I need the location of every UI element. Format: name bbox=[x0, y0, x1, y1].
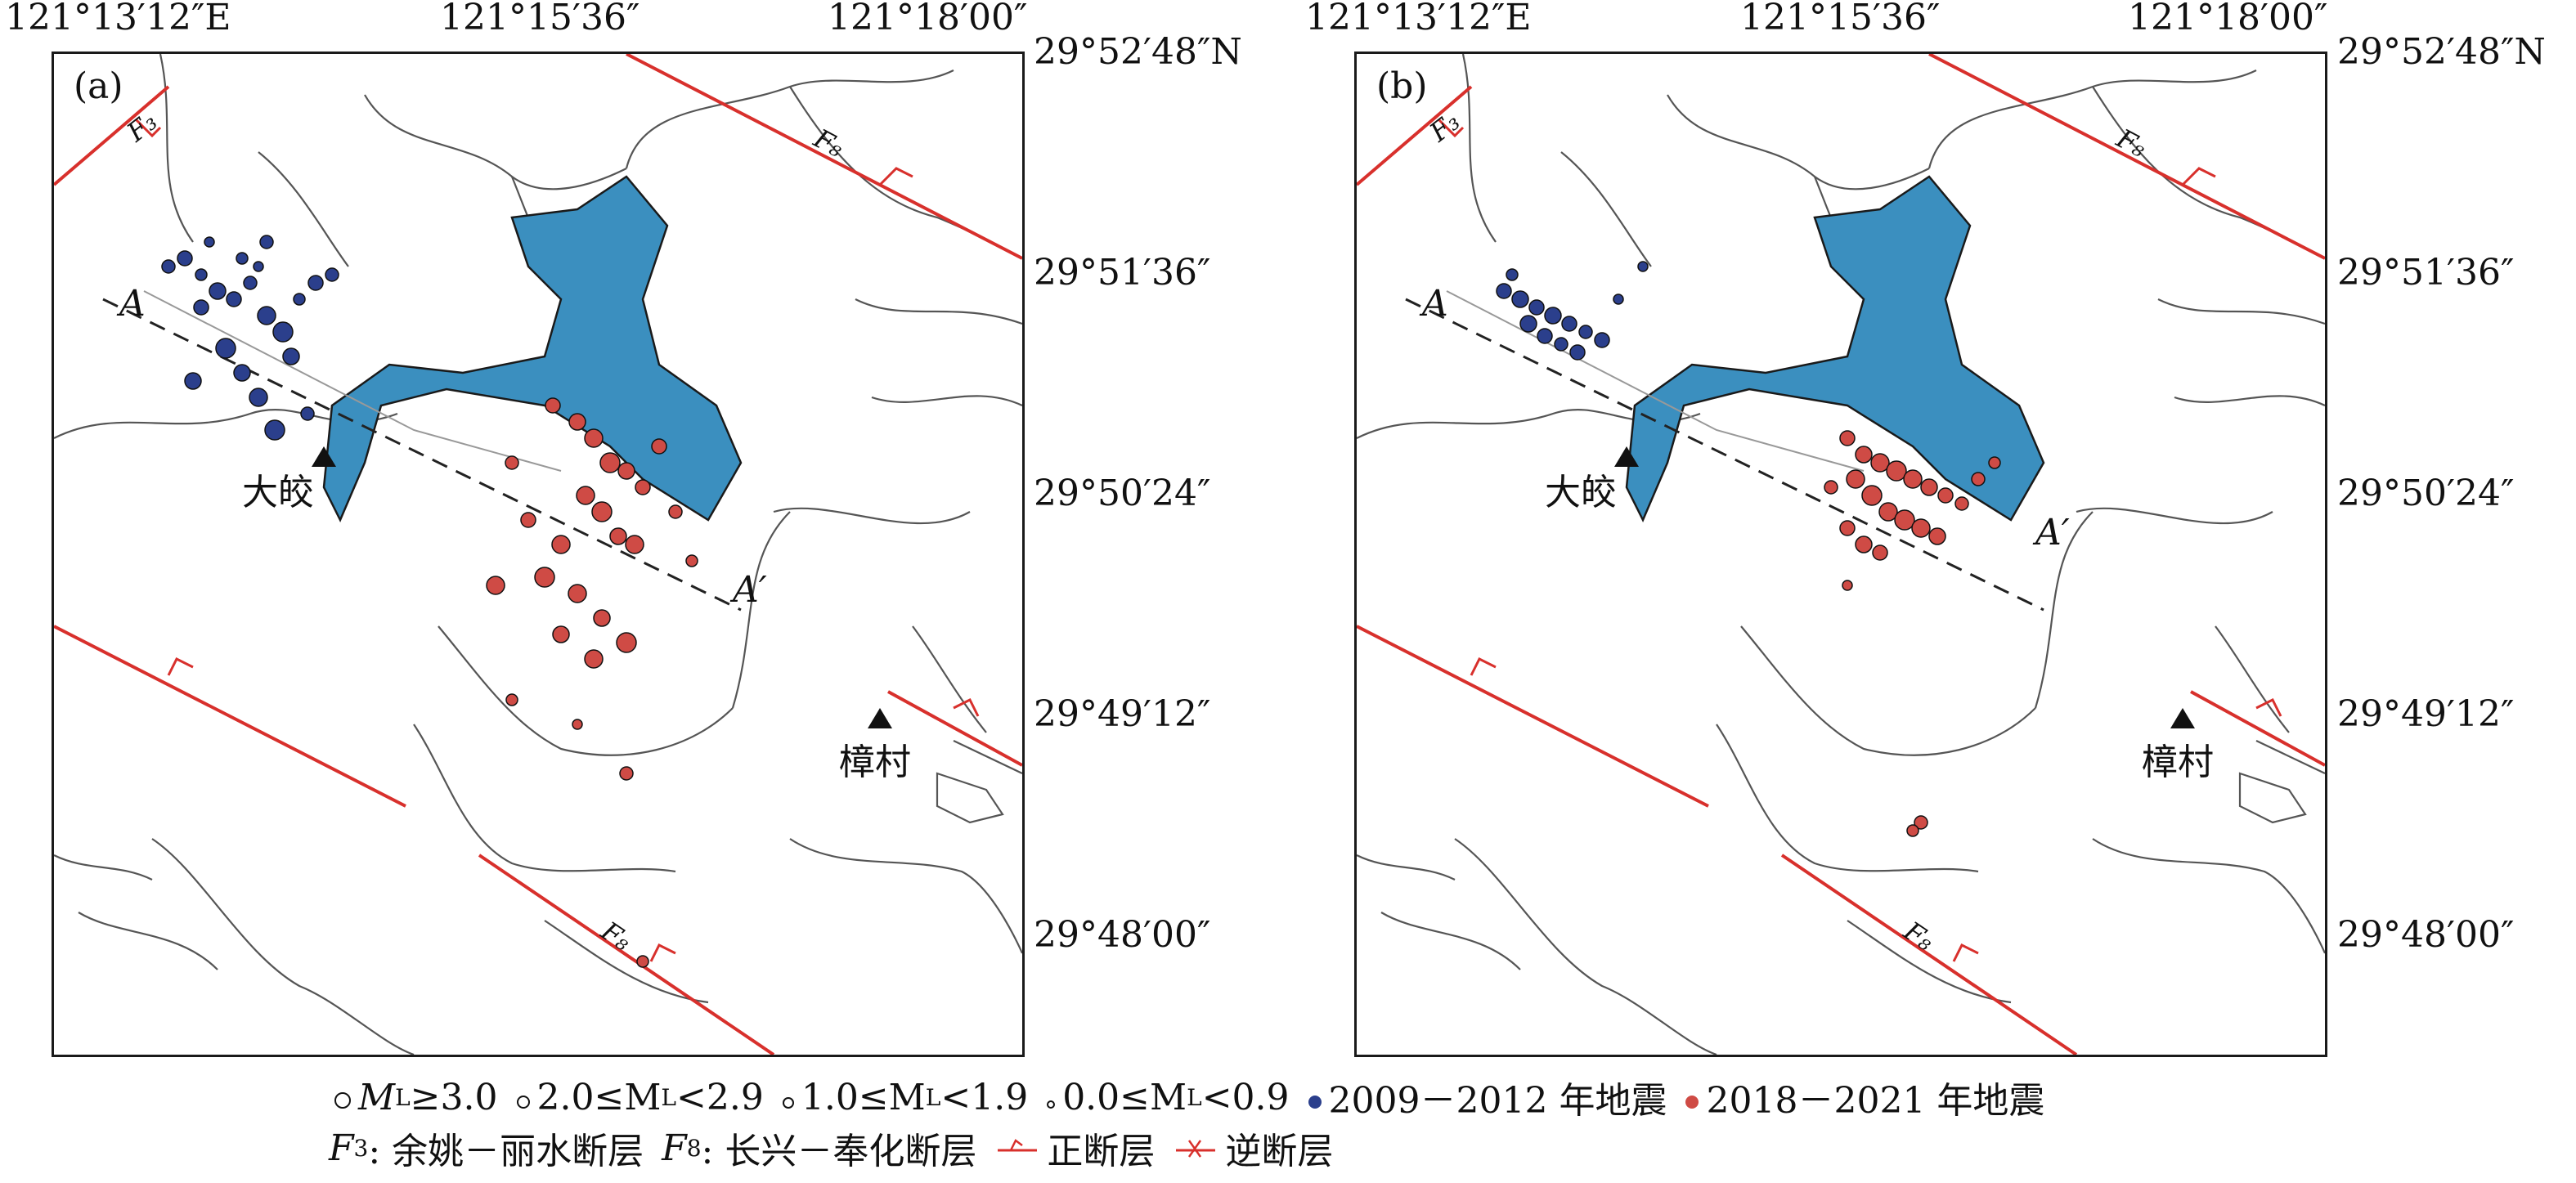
legend-mag-4-sub: L bbox=[1187, 1083, 1202, 1111]
legend-normal-fault: 正断层 bbox=[994, 1122, 1155, 1174]
legend-period-1: 2009－2012 年地震 bbox=[1308, 1071, 1667, 1123]
legend-mag-3: 1.0≤M L <1.9 bbox=[782, 1077, 1028, 1118]
town-marker-dajiao-b bbox=[1614, 446, 1639, 467]
map-canvas-a bbox=[54, 54, 1022, 1055]
town-label-dajiao-b: 大皎 bbox=[1545, 472, 1617, 513]
right-tick-3-a: 29°50′24″ bbox=[1034, 473, 1211, 514]
right-tick-2-a: 29°51′36″ bbox=[1034, 252, 1211, 294]
reservoir-a bbox=[322, 175, 743, 522]
map-panel-a: (a) A A′ 大皎 樟村 F₃ F₈ F₈ bbox=[52, 52, 1025, 1057]
legend-f8-sub: 8 bbox=[686, 1134, 702, 1162]
normal-fault-symbol-icon bbox=[994, 1127, 1040, 1169]
legend-mag-3-post: <1.9 bbox=[940, 1076, 1029, 1118]
town-marker-zhangcun-a bbox=[868, 708, 892, 728]
legend-f3-sub: 3 bbox=[353, 1134, 369, 1162]
legend-f3-pre: F bbox=[329, 1127, 354, 1169]
right-tick-5-b: 29°48′00″ bbox=[2337, 914, 2515, 956]
legend-mag-4-post: <0.9 bbox=[1201, 1076, 1290, 1118]
town-label-zhangcun-b: 樟村 bbox=[2142, 742, 2214, 783]
legend-circle-small-icon bbox=[782, 1077, 795, 1118]
panel-label-a: (a) bbox=[74, 65, 123, 107]
legend-reverse-fault: 逆断层 bbox=[1173, 1122, 1333, 1174]
legend-red-dot-icon bbox=[1685, 1077, 1699, 1118]
legend-mag-2: 2.0≤M L <2.9 bbox=[516, 1077, 764, 1118]
legend-f8-name: : 长兴－奉化断层 bbox=[701, 1131, 977, 1172]
events-2009-2012-a bbox=[161, 235, 339, 441]
legend-normal-fault-label: 正断层 bbox=[1047, 1131, 1156, 1172]
legend-blue-dot-icon bbox=[1308, 1077, 1322, 1118]
legend-circle-tiny-icon bbox=[1046, 1077, 1056, 1118]
fault-tick-marks-b bbox=[1437, 118, 2282, 962]
legend-f8-pre: F bbox=[662, 1127, 687, 1169]
legend-mag-1-sub: L bbox=[395, 1083, 411, 1111]
legend-reverse-fault-label: 逆断层 bbox=[1225, 1131, 1334, 1172]
legend-circle-medium-icon bbox=[516, 1077, 531, 1118]
profile-end-label-a: A′ bbox=[733, 569, 767, 611]
right-tick-3-b: 29°50′24″ bbox=[2337, 473, 2515, 514]
legend-mag-1-pre: M bbox=[358, 1076, 396, 1118]
legend-mag-4-pre: 0.0≤M bbox=[1062, 1076, 1187, 1118]
town-marker-zhangcun-b bbox=[2170, 708, 2195, 728]
events-2018-2021-b bbox=[1824, 430, 2001, 837]
legend-row-1: M L ≥3.0 2.0≤M L <2.9 1.0≤M L <1.9 0.0≤M L <0.9 … bbox=[334, 1071, 2062, 1123]
events-2018-2021-a bbox=[486, 397, 698, 968]
right-tick-2-b: 29°51′36″ bbox=[2337, 252, 2515, 294]
profile-line-b bbox=[1405, 298, 2044, 612]
town-label-zhangcun-a: 樟村 bbox=[839, 742, 911, 783]
legend-mag-4: 0.0≤M L <0.9 bbox=[1046, 1076, 1290, 1118]
legend-mag-3-pre: 1.0≤M bbox=[801, 1076, 926, 1118]
map-panel-b: (b) A A′ 大皎 樟村 F₃ F₈ F₈ bbox=[1354, 52, 2327, 1057]
profile-start-label-b: A bbox=[1422, 283, 1448, 325]
right-tick-4-a: 29°49′12″ bbox=[1034, 693, 1211, 735]
right-tick-1-b: 29°52′48″N bbox=[2337, 31, 2546, 73]
reverse-fault-symbol-icon bbox=[1173, 1127, 1218, 1169]
legend-period-1-label: 2009－2012 年地震 bbox=[1328, 1080, 1667, 1122]
top-tick-left-b: 121°13′12″E bbox=[1305, 0, 1532, 38]
events-2009-2012-b bbox=[1496, 261, 1649, 361]
top-tick-mid-a: 121°15′36″ bbox=[440, 0, 640, 38]
profile-end-label-b: A′ bbox=[2035, 512, 2070, 553]
faults-a bbox=[54, 54, 1022, 1055]
boundary-lines-b bbox=[1357, 54, 2325, 1055]
legend-mag-2-sub: L bbox=[661, 1083, 676, 1111]
legend-mag-1-post: ≥3.0 bbox=[410, 1076, 498, 1118]
right-tick-4-b: 29°49′12″ bbox=[2337, 693, 2515, 735]
right-tick-5-a: 29°48′00″ bbox=[1034, 914, 1211, 956]
legend-mag-2-pre: 2.0≤M bbox=[536, 1076, 662, 1118]
boundary-lines-a bbox=[54, 54, 1022, 1055]
profile-line-a bbox=[102, 298, 742, 612]
legend-period-2-label: 2018－2021 年地震 bbox=[1706, 1080, 2045, 1122]
legend-circle-large-icon bbox=[334, 1077, 352, 1118]
reservoir-b bbox=[1625, 175, 2045, 522]
top-tick-right-b: 121°18′00″ bbox=[2128, 0, 2328, 38]
top-tick-right-a: 121°18′00″ bbox=[828, 0, 1028, 38]
town-marker-dajiao-a bbox=[312, 446, 336, 467]
right-tick-1-a: 29°52′48″N bbox=[1034, 31, 1242, 73]
legend-mag-2-post: <2.9 bbox=[676, 1076, 764, 1118]
faults-b bbox=[1357, 54, 2325, 1055]
panel-label-b: (b) bbox=[1376, 65, 1428, 107]
top-tick-left-a: 121°13′12″E bbox=[5, 0, 231, 38]
legend-f3-name: : 余姚－丽水断层 bbox=[368, 1131, 644, 1172]
town-label-dajiao-a: 大皎 bbox=[242, 472, 314, 513]
map-canvas-b bbox=[1357, 54, 2325, 1055]
legend-mag-1: M L ≥3.0 bbox=[334, 1077, 498, 1118]
legend-mag-3-sub: L bbox=[925, 1083, 941, 1111]
profile-start-label-a: A bbox=[119, 283, 146, 325]
top-tick-mid-b: 121°15′36″ bbox=[1740, 0, 1941, 38]
boundary-gray-b bbox=[1446, 290, 1865, 472]
legend-period-2: 2018－2021 年地震 bbox=[1685, 1071, 2044, 1123]
fault-tick-marks-a bbox=[134, 118, 980, 962]
